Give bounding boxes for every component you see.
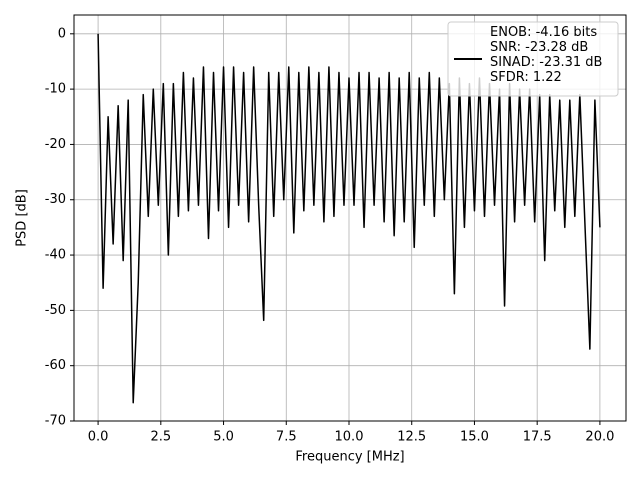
legend: ENOB: -4.16 bits SNR: -23.28 dB SINAD: -… <box>490 25 603 85</box>
legend-box <box>447 21 619 97</box>
x-tick-label: 10.0 <box>335 430 364 445</box>
x-tick-label: 15.0 <box>460 430 489 445</box>
x-tick-label: 5.0 <box>213 430 234 445</box>
x-tick-label: 12.5 <box>397 430 426 445</box>
y-tick-label: -20 <box>45 137 66 152</box>
x-tick-label: 2.5 <box>150 430 171 445</box>
y-tick-label: -10 <box>45 82 66 97</box>
x-tick-label: 20.0 <box>585 430 614 445</box>
x-tick-label: 17.5 <box>523 430 552 445</box>
y-axis-label: PSD [dB] <box>15 189 30 247</box>
y-tick-label: -60 <box>45 358 66 373</box>
psd-line <box>97 33 601 404</box>
plot-area <box>97 33 601 404</box>
x-tick-label: 7.5 <box>276 430 297 445</box>
legend-entry: ENOB: -4.16 bits SNR: -23.28 dB SINAD: -… <box>490 25 603 85</box>
y-tick-label: -30 <box>45 192 66 207</box>
y-tick-label: -70 <box>45 414 66 429</box>
y-tick-label: -40 <box>45 248 66 263</box>
y-tick-label: -50 <box>45 303 66 318</box>
axes-frame <box>73 14 627 422</box>
x-axis-label: Frequency [MHz] <box>295 450 404 465</box>
y-tick-label: 0 <box>58 26 66 41</box>
x-tick-label: 0.0 <box>88 430 109 445</box>
